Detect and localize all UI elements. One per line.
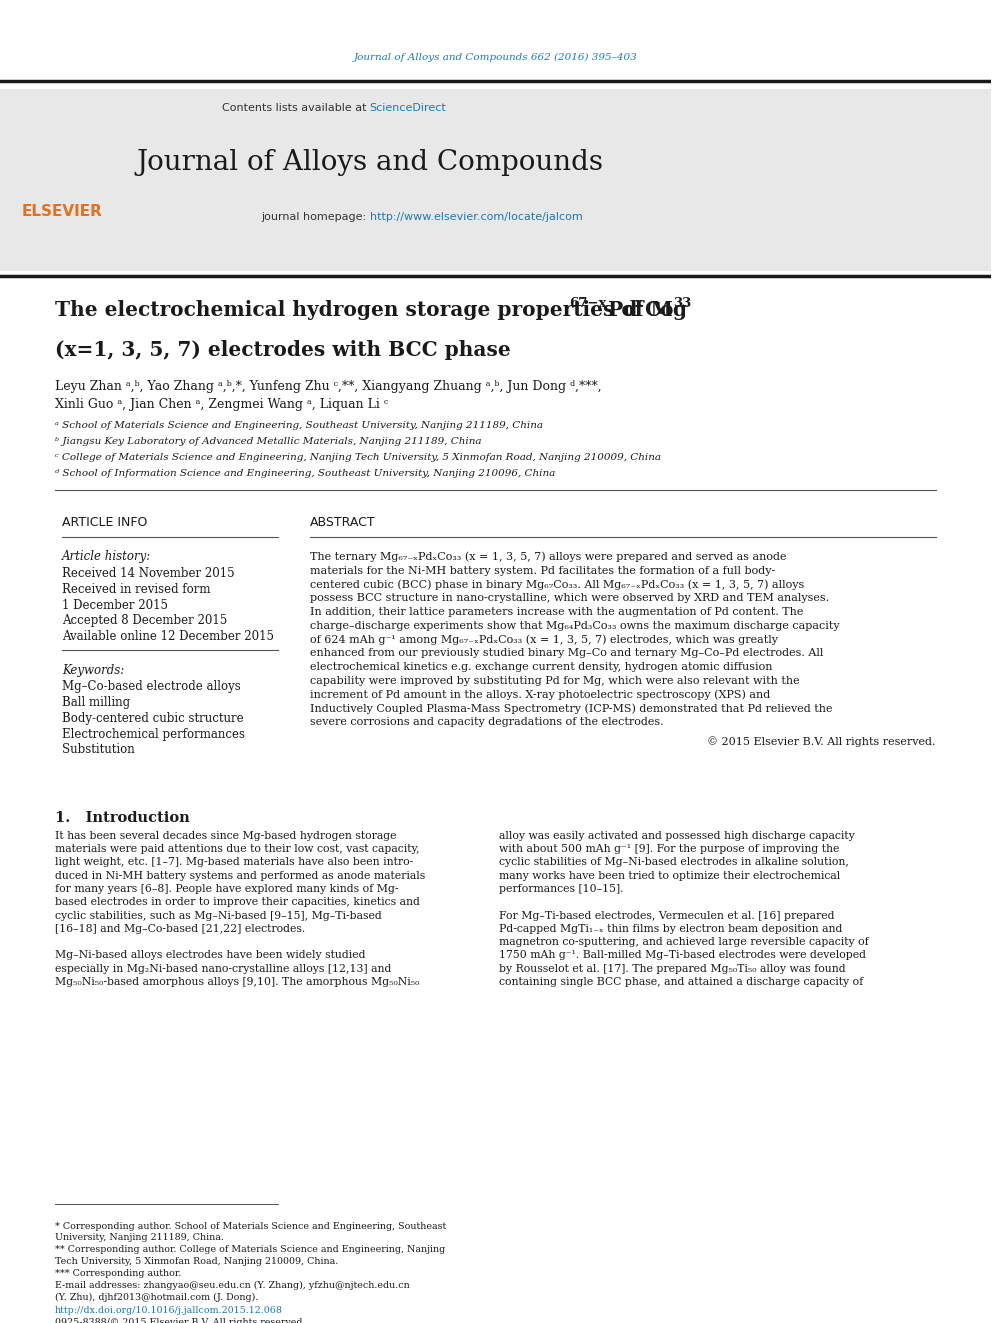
Text: x: x	[635, 298, 643, 310]
Text: Body-centered cubic structure: Body-centered cubic structure	[62, 712, 244, 725]
Text: Mg–Ni-based alloys electrodes have been widely studied: Mg–Ni-based alloys electrodes have been …	[55, 950, 365, 960]
Text: with about 500 mAh g⁻¹ [9]. For the purpose of improving the: with about 500 mAh g⁻¹ [9]. For the purp…	[499, 844, 840, 855]
Text: In addition, their lattice parameters increase with the augmentation of Pd conte: In addition, their lattice parameters in…	[310, 607, 804, 617]
Text: performances [10–15].: performances [10–15].	[499, 884, 624, 894]
Text: by Rousselot et al. [17]. The prepared Mg₅₀Ti₅₀ alloy was found: by Rousselot et al. [17]. The prepared M…	[499, 963, 846, 974]
Text: Journal of Alloys and Compounds: Journal of Alloys and Compounds	[136, 149, 603, 176]
Text: Journal of Alloys and Compounds 662 (2016) 395–403: Journal of Alloys and Compounds 662 (201…	[353, 53, 637, 62]
Text: Xinli Guo ᵃ, Jian Chen ᵃ, Zengmei Wang ᵃ, Liquan Li ᶜ: Xinli Guo ᵃ, Jian Chen ᵃ, Zengmei Wang ᵃ…	[55, 398, 388, 410]
Text: ᵈ School of Information Science and Engineering, Southeast University, Nanjing 2: ᵈ School of Information Science and Engi…	[55, 468, 556, 478]
Text: For Mg–Ti-based electrodes, Vermeculen et al. [16] prepared: For Mg–Ti-based electrodes, Vermeculen e…	[499, 910, 835, 921]
Text: many works have been tried to optimize their electrochemical: many works have been tried to optimize t…	[499, 871, 840, 881]
Text: ELSEVIER: ELSEVIER	[22, 204, 102, 220]
Text: 33: 33	[674, 298, 691, 310]
Text: Co: Co	[644, 300, 674, 320]
Text: enhanced from our previously studied binary Mg–Co and ternary Mg–Co–Pd electrode: enhanced from our previously studied bin…	[310, 648, 823, 659]
Text: 67−x: 67−x	[569, 298, 607, 310]
Text: Inductively Coupled Plasma-Mass Spectrometry (ICP-MS) demonstrated that Pd relie: Inductively Coupled Plasma-Mass Spectrom…	[310, 704, 832, 714]
Text: http://www.elsevier.com/locate/jalcom: http://www.elsevier.com/locate/jalcom	[370, 212, 582, 222]
Text: increment of Pd amount in the alloys. X-ray photoelectric spectroscopy (XPS) and: increment of Pd amount in the alloys. X-…	[310, 689, 770, 700]
Text: © 2015 Elsevier B.V. All rights reserved.: © 2015 Elsevier B.V. All rights reserved…	[707, 736, 936, 746]
Text: http://dx.doi.org/10.1016/j.jallcom.2015.12.068: http://dx.doi.org/10.1016/j.jallcom.2015…	[55, 1306, 283, 1315]
Text: 1 December 2015: 1 December 2015	[62, 598, 168, 611]
Text: The ternary Mg₆₇₋ₓPdₓCo₃₃ (x = 1, 3, 5, 7) alloys were prepared and served as an: The ternary Mg₆₇₋ₓPdₓCo₃₃ (x = 1, 3, 5, …	[310, 552, 787, 562]
Text: ** Corresponding author. College of Materials Science and Engineering, Nanjing: ** Corresponding author. College of Mate…	[55, 1245, 445, 1254]
Text: Available online 12 December 2015: Available online 12 December 2015	[62, 630, 274, 643]
FancyBboxPatch shape	[0, 89, 991, 271]
Text: Electrochemical performances: Electrochemical performances	[62, 728, 245, 741]
Text: possess BCC structure in nano-crystalline, which were observed by XRD and TEM an: possess BCC structure in nano-crystallin…	[310, 593, 828, 603]
Text: Mg₅₀Ni₅₀-based amorphous alloys [9,10]. The amorphous Mg₅₀Ni₅₀: Mg₅₀Ni₅₀-based amorphous alloys [9,10]. …	[55, 978, 420, 987]
Text: Substitution: Substitution	[62, 744, 135, 757]
Text: * Corresponding author. School of Materials Science and Engineering, Southeast: * Corresponding author. School of Materi…	[55, 1221, 446, 1230]
Text: electrochemical kinetics e.g. exchange current density, hydrogen atomic diffusio: electrochemical kinetics e.g. exchange c…	[310, 663, 772, 672]
Text: Pd: Pd	[608, 300, 638, 320]
Text: Article history:: Article history:	[62, 550, 151, 564]
Text: capability were improved by substituting Pd for Mg, which were also relevant wit: capability were improved by substituting…	[310, 676, 800, 687]
Text: containing single BCC phase, and attained a discharge capacity of: containing single BCC phase, and attaine…	[499, 978, 864, 987]
Text: charge–discharge experiments show that Mg₆₄Pd₃Co₃₃ owns the maximum discharge ca: charge–discharge experiments show that M…	[310, 620, 839, 631]
Text: University, Nanjing 211189, China.: University, Nanjing 211189, China.	[55, 1233, 224, 1242]
Text: Contents lists available at: Contents lists available at	[221, 103, 370, 114]
Text: Mg–Co-based electrode alloys: Mg–Co-based electrode alloys	[62, 680, 241, 693]
Text: for many years [6–8]. People have explored many kinds of Mg-: for many years [6–8]. People have explor…	[55, 884, 399, 894]
Text: Leyu Zhan ᵃ,ᵇ, Yao Zhang ᵃ,ᵇ,*, Yunfeng Zhu ᶜ,**, Xiangyang Zhuang ᵃ,ᵇ, Jun Dong: Leyu Zhan ᵃ,ᵇ, Yao Zhang ᵃ,ᵇ,*, Yunfeng …	[55, 380, 601, 393]
Text: The electrochemical hydrogen storage properties of Mg: The electrochemical hydrogen storage pro…	[55, 300, 686, 320]
Text: ᵃ School of Materials Science and Engineering, Southeast University, Nanjing 211: ᵃ School of Materials Science and Engine…	[55, 421, 543, 430]
Text: magnetron co-sputtering, and achieved large reversible capacity of: magnetron co-sputtering, and achieved la…	[499, 937, 869, 947]
Text: duced in Ni-MH battery systems and performed as anode materials: duced in Ni-MH battery systems and perfo…	[55, 871, 426, 881]
Text: E-mail addresses: zhangyao@seu.edu.cn (Y. Zhang), yfzhu@njtech.edu.cn: E-mail addresses: zhangyao@seu.edu.cn (Y…	[55, 1281, 410, 1290]
Text: 1.   Introduction: 1. Introduction	[55, 811, 189, 826]
Text: Tech University, 5 Xinmofan Road, Nanjing 210009, China.: Tech University, 5 Xinmofan Road, Nanjin…	[55, 1257, 338, 1266]
Text: Pd-capped MgTi₁₋ₓ thin films by electron beam deposition and: Pd-capped MgTi₁₋ₓ thin films by electron…	[499, 923, 843, 934]
Text: Received 14 November 2015: Received 14 November 2015	[62, 568, 234, 579]
Text: (x=1, 3, 5, 7) electrodes with BCC phase: (x=1, 3, 5, 7) electrodes with BCC phase	[55, 340, 511, 360]
Text: materials for the Ni-MH battery system. Pd facilitates the formation of a full b: materials for the Ni-MH battery system. …	[310, 566, 775, 576]
Text: Keywords:: Keywords:	[62, 664, 124, 676]
Text: *** Corresponding author.: *** Corresponding author.	[55, 1269, 182, 1278]
Text: ARTICLE INFO: ARTICLE INFO	[62, 516, 147, 529]
Text: alloy was easily activated and possessed high discharge capacity: alloy was easily activated and possessed…	[499, 831, 855, 840]
Text: 0925-8388/© 2015 Elsevier B.V. All rights reserved.: 0925-8388/© 2015 Elsevier B.V. All right…	[55, 1318, 306, 1323]
Text: especially in Mg₂Ni-based nano-crystalline alloys [12,13] and: especially in Mg₂Ni-based nano-crystalli…	[55, 963, 391, 974]
Text: of 624 mAh g⁻¹ among Mg₆₇₋ₓPdₓCo₃₃ (x = 1, 3, 5, 7) electrodes, which was greatl: of 624 mAh g⁻¹ among Mg₆₇₋ₓPdₓCo₃₃ (x = …	[310, 634, 778, 644]
Text: ᶜ College of Materials Science and Engineering, Nanjing Tech University, 5 Xinmo: ᶜ College of Materials Science and Engin…	[55, 452, 661, 462]
Text: centered cubic (BCC) phase in binary Mg₆₇Co₃₃. All Mg₆₇₋ₓPdₓCo₃₃ (x = 1, 3, 5, 7: centered cubic (BCC) phase in binary Mg₆…	[310, 579, 804, 590]
Text: ScienceDirect: ScienceDirect	[370, 103, 446, 114]
Text: cyclic stabilities of Mg–Ni-based electrodes in alkaline solution,: cyclic stabilities of Mg–Ni-based electr…	[499, 857, 849, 868]
Text: (Y. Zhu), djhf2013@hotmail.com (J. Dong).: (Y. Zhu), djhf2013@hotmail.com (J. Dong)…	[55, 1293, 258, 1302]
Text: ABSTRACT: ABSTRACT	[310, 516, 375, 529]
Text: materials were paid attentions due to their low cost, vast capacity,: materials were paid attentions due to th…	[55, 844, 420, 855]
Text: 1750 mAh g⁻¹. Ball-milled Mg–Ti-based electrodes were developed: 1750 mAh g⁻¹. Ball-milled Mg–Ti-based el…	[499, 950, 866, 960]
Text: [16–18] and Mg–Co-based [21,22] electrodes.: [16–18] and Mg–Co-based [21,22] electrod…	[55, 923, 306, 934]
Text: journal homepage:: journal homepage:	[261, 212, 370, 222]
Text: based electrodes in order to improve their capacities, kinetics and: based electrodes in order to improve the…	[55, 897, 420, 908]
Text: light weight, etc. [1–7]. Mg-based materials have also been intro-: light weight, etc. [1–7]. Mg-based mater…	[55, 857, 414, 868]
Text: Accepted 8 December 2015: Accepted 8 December 2015	[62, 614, 227, 627]
Text: ᵇ Jiangsu Key Laboratory of Advanced Metallic Materials, Nanjing 211189, China: ᵇ Jiangsu Key Laboratory of Advanced Met…	[55, 437, 481, 446]
Text: It has been several decades since Mg-based hydrogen storage: It has been several decades since Mg-bas…	[55, 831, 397, 840]
Text: Ball milling: Ball milling	[62, 696, 130, 709]
Text: Received in revised form: Received in revised form	[62, 583, 210, 595]
Text: cyclic stabilities, such as Mg–Ni-based [9–15], Mg–Ti-based: cyclic stabilities, such as Mg–Ni-based …	[55, 910, 382, 921]
Text: severe corrosions and capacity degradations of the electrodes.: severe corrosions and capacity degradati…	[310, 717, 664, 728]
